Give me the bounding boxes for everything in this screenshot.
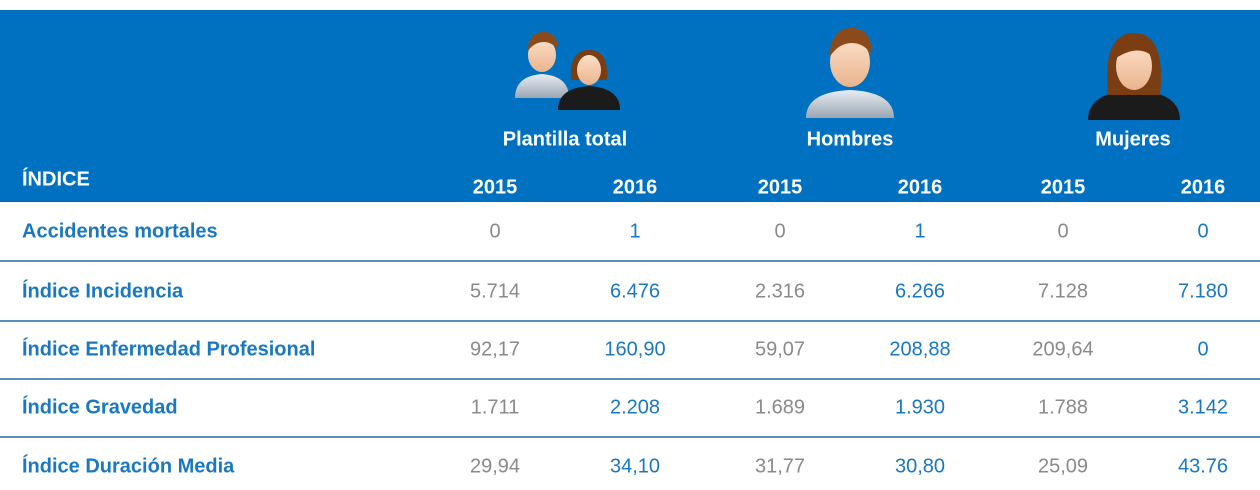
row-label: Índice Incidencia: [22, 280, 184, 303]
cell-value: 1.711: [470, 396, 520, 419]
header-band: [0, 10, 1260, 202]
icons: [515, 28, 1180, 120]
cell-value: 209,64: [1032, 338, 1094, 361]
cell-value: 59,07: [754, 338, 806, 361]
cell-value: 43.76: [1177, 455, 1229, 478]
year-label: 2015: [1040, 176, 1086, 199]
year-label: 2016: [897, 176, 943, 199]
cell-value: 7.180: [1177, 280, 1229, 303]
cell-value: 29,94: [469, 455, 521, 478]
cell-value: 6.266: [894, 280, 946, 303]
cell-value: 5.714: [469, 280, 521, 303]
year-label: 2016: [1180, 176, 1226, 199]
row-label: Índice Gravedad: [22, 396, 178, 419]
cell-value: 31,77: [754, 455, 806, 478]
cell-value: 1.689: [754, 396, 806, 419]
index-label: ÍNDICE: [22, 168, 90, 191]
row-label: Índice Enfermedad Profesional: [22, 338, 316, 361]
cell-value: 0: [774, 220, 786, 243]
cell-value: 3.142: [1177, 396, 1229, 419]
icon-total: [515, 32, 620, 110]
group-label: Mujeres: [1095, 128, 1171, 151]
year-label: 2015: [757, 176, 803, 199]
cell-value: 6.476: [609, 280, 661, 303]
row-divider: [0, 260, 1260, 262]
cell-value: 0: [1197, 220, 1209, 243]
cell-value: 0: [489, 220, 501, 243]
cell-value: 1.930: [894, 396, 946, 419]
icon-women: [1088, 33, 1180, 120]
cell-value: 1.788: [1037, 396, 1089, 419]
row-divider: [0, 436, 1260, 438]
cell-value: 1: [629, 220, 641, 243]
cell-value: 7.128: [1037, 280, 1089, 303]
group-label: Hombres: [806, 128, 894, 151]
row-label: Índice Duración Media: [22, 455, 235, 478]
year-label: 2016: [612, 176, 658, 199]
cell-value: 34,10: [609, 455, 661, 478]
cell-value: 92,17: [469, 338, 521, 361]
row-divider: [0, 320, 1260, 322]
cell-value: 0: [1197, 338, 1209, 361]
year-label: 2015: [472, 176, 518, 199]
row-label: Accidentes mortales: [22, 220, 218, 243]
cell-value: 30,80: [894, 455, 946, 478]
cell-value: 2.316: [754, 280, 806, 303]
row-divider: [0, 378, 1260, 380]
cell-value: 0: [1057, 220, 1069, 243]
icon-men: [806, 28, 894, 118]
cell-value: 208,88: [889, 338, 951, 361]
cell-value: 25,09: [1037, 455, 1089, 478]
cell-value: 160,90: [604, 338, 666, 361]
cell-value: 1: [914, 220, 926, 243]
cell-value: 2.208: [609, 396, 661, 419]
group-label: Plantilla total: [502, 128, 628, 151]
